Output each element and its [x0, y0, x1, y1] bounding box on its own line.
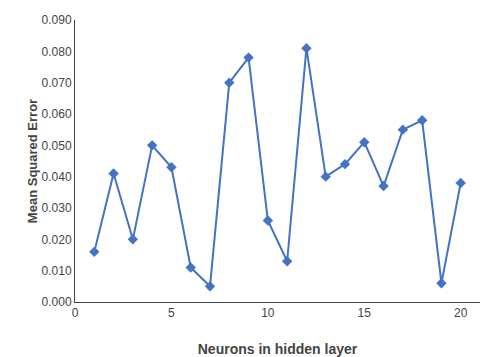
svg-text:0.020: 0.020: [42, 233, 72, 247]
svg-text:0.030: 0.030: [42, 201, 72, 215]
svg-text:0.090: 0.090: [42, 13, 72, 27]
svg-text:0: 0: [72, 306, 79, 320]
svg-text:0.060: 0.060: [42, 107, 72, 121]
svg-text:15: 15: [358, 306, 372, 320]
svg-text:Mean Squared Error: Mean Squared Error: [25, 99, 40, 223]
svg-text:Neurons in hidden layer: Neurons in hidden layer: [198, 341, 358, 357]
svg-text:0.050: 0.050: [42, 139, 72, 153]
svg-text:20: 20: [454, 306, 468, 320]
svg-text:0.010: 0.010: [42, 264, 72, 278]
svg-text:10: 10: [261, 306, 275, 320]
svg-text:0.070: 0.070: [42, 76, 72, 90]
svg-text:0.040: 0.040: [42, 170, 72, 184]
svg-text:0.080: 0.080: [42, 45, 72, 59]
svg-text:0.000: 0.000: [42, 295, 72, 309]
svg-text:5: 5: [168, 306, 175, 320]
